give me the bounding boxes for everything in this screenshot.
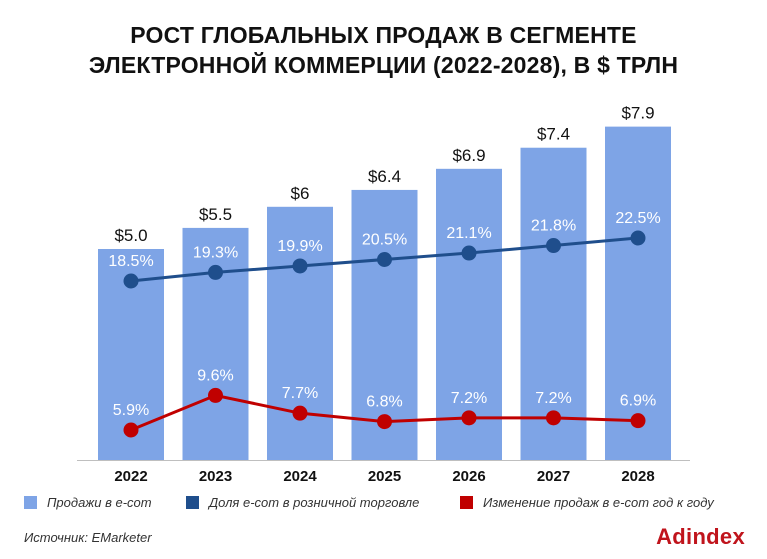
legend-swatch-change (460, 496, 473, 509)
share-label-2025: 20.5% (362, 232, 407, 249)
chart-title-line-1: РОСТ ГЛОБАЛЬНЫХ ПРОДАЖ В СЕГМЕНТЕ (130, 22, 637, 48)
source-note: Источник: EMarketer (24, 530, 152, 545)
x-tick-label-2022: 2022 (114, 468, 147, 485)
share-label-2026: 21.1% (446, 225, 491, 242)
share-point-2027 (546, 238, 561, 254)
change-point-2023 (208, 387, 223, 403)
change-label-2023: 9.6% (197, 367, 233, 384)
change-point-2024 (292, 405, 308, 421)
legend-label-share: Доля e-com в розничной торговле (209, 495, 420, 510)
x-tick-label-2025: 2025 (368, 468, 401, 485)
change-label-2025: 6.8% (366, 394, 402, 411)
chart-canvas: $5.0 2022 $5.5 2023 $6 2024 $6.4 2025 $6.9 2026 $7… (77, 104, 690, 485)
x-tick-label-2023: 2023 (199, 468, 232, 485)
legend-item-sales: Продажи в e-com (24, 495, 152, 510)
x-tick-label-2026: 2026 (452, 468, 485, 485)
legend-item-change: Изменение продаж в e-com год к году (460, 495, 714, 510)
legend-item-share: Доля e-com в розничной торговле (186, 495, 419, 510)
bar-2027 (520, 147, 587, 460)
share-point-2024 (292, 258, 308, 274)
x-tick-label-2028: 2028 (621, 468, 654, 485)
bar-2023 (182, 227, 249, 460)
change-point-2027 (546, 410, 561, 426)
change-label-2022: 5.9% (113, 402, 149, 419)
change-point-2026 (461, 410, 477, 426)
x-tick-label-2027: 2027 (537, 468, 570, 485)
share-point-2026 (461, 245, 477, 261)
chart-title: РОСТ ГЛОБАЛЬНЫХ ПРОДАЖ В СЕГМЕНТЕ ЭЛЕКТР… (0, 20, 767, 80)
bar-value-label-2025: $6.4 (368, 167, 401, 186)
bar-value-label-2024: $6 (291, 184, 310, 203)
change-label-2028: 6.9% (620, 393, 656, 410)
change-label-2024: 7.7% (282, 385, 318, 402)
bar-value-label-2027: $7.4 (537, 125, 570, 144)
legend-label-sales: Продажи в e-com (47, 495, 152, 510)
x-tick-label-2024: 2024 (283, 468, 317, 485)
legend-swatch-share (186, 496, 199, 509)
share-point-2023 (208, 264, 223, 280)
share-label-2024: 19.9% (277, 238, 322, 255)
brand-logo: Adindex (656, 524, 745, 549)
share-point-2028 (630, 230, 646, 246)
change-point-2028 (630, 413, 646, 429)
share-label-2023: 19.3% (193, 244, 238, 261)
legend-label-change: Изменение продаж в e-com год к году (483, 495, 714, 510)
bar-value-label-2023: $5.5 (199, 205, 232, 224)
legend-swatch-sales (24, 496, 37, 509)
chart-title-line-2: ЭЛЕКТРОННОЙ КОММЕРЦИИ (2022-2028), В $ Т… (88, 52, 679, 78)
change-label-2026: 7.2% (451, 390, 487, 407)
bar-value-label-2026: $6.9 (452, 146, 485, 165)
chart-legend: Продажи в e-com Доля e-com в розничной т… (24, 495, 754, 515)
bar-2028 (605, 126, 671, 461)
change-point-2022 (123, 422, 139, 438)
share-label-2028: 22.5% (615, 210, 660, 227)
change-label-2027: 7.2% (535, 390, 571, 407)
share-point-2022 (123, 273, 139, 289)
share-label-2027: 21.8% (531, 218, 576, 235)
bar-value-label-2022: $5.0 (114, 226, 147, 245)
share-label-2022: 18.5% (108, 253, 153, 270)
bar-value-label-2028: $7.9 (621, 104, 654, 123)
share-point-2025 (377, 252, 392, 267)
change-point-2025 (377, 414, 392, 430)
